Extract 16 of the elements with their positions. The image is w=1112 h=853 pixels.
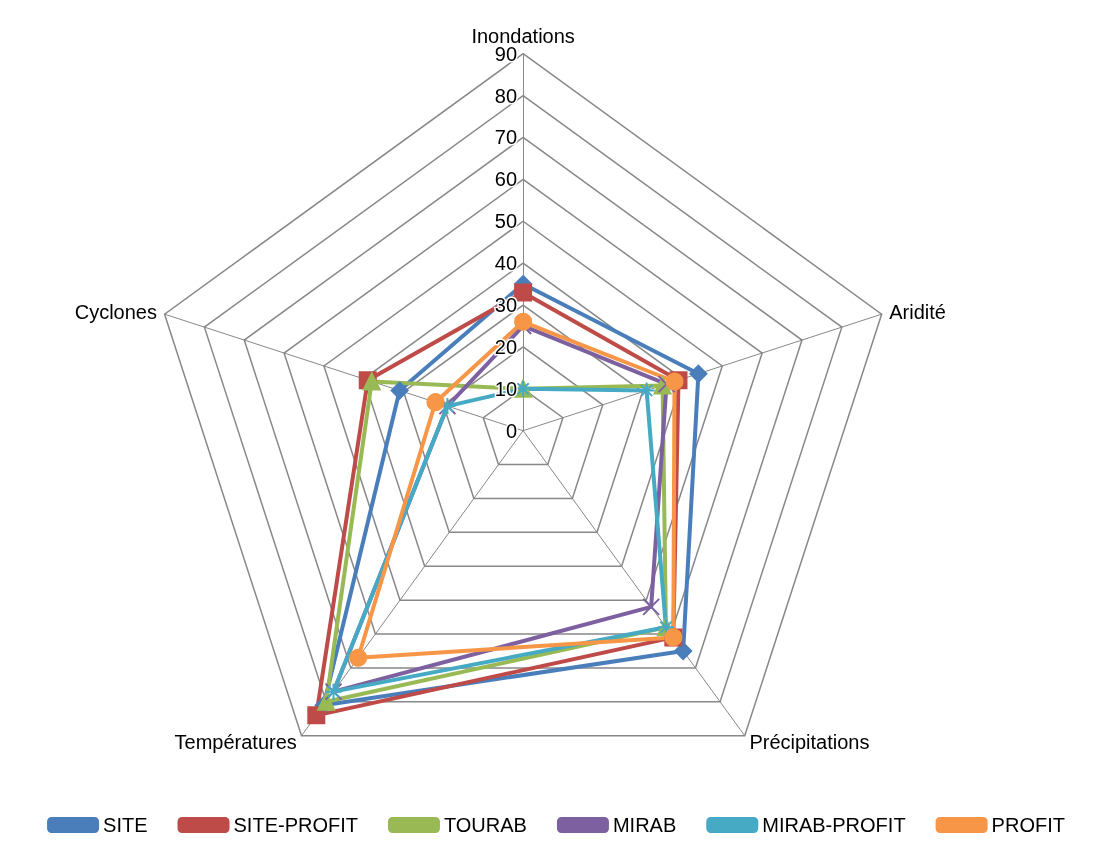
spoke-label: Aridité (889, 300, 946, 323)
legend-label: TOURAB (443, 814, 527, 836)
legend-label: PROFIT (991, 814, 1065, 836)
legend-label: SITE (103, 814, 148, 836)
y-tick-label: 40 (494, 252, 518, 275)
spoke-label: Températures (174, 731, 297, 754)
spoke-label: Cyclones (74, 300, 157, 323)
y-tick-label: 80 (494, 84, 518, 107)
y-tick-label: 60 (494, 168, 518, 191)
y-tick-label: 50 (494, 210, 518, 233)
legend-label: MIRAB-PROFIT (762, 814, 906, 836)
legend-label: MIRAB (612, 814, 677, 836)
spoke-label: Précipitations (749, 731, 870, 754)
y-tick-label: 70 (494, 126, 518, 149)
legend-label: SITE-PROFIT (233, 814, 358, 836)
y-tick-label: 0 (505, 419, 518, 442)
